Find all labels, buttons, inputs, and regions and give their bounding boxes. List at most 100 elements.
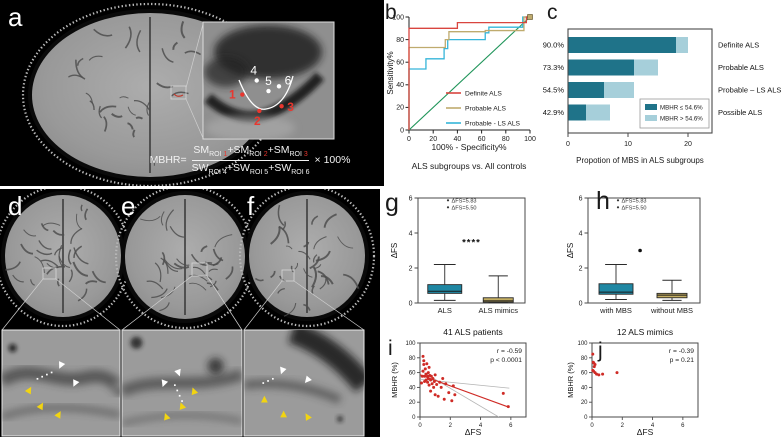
outlier-point [638,248,642,253]
roi-inset-image: 1 2 3 45 6 [202,21,335,140]
box-without-mbs [656,279,688,301]
svg-text:6: 6 [681,423,685,429]
dotted-line-dot [272,377,274,380]
roi-point-white-6 [276,84,282,89]
white-arrowhead [280,366,287,375]
zoom-box [191,262,208,277]
bar-mbhr-low-1 [568,59,634,76]
white-arrowhead [161,379,169,387]
svg-text:60: 60 [396,60,404,67]
dotted-line-dot [50,371,53,374]
outlier-marker [446,199,450,202]
roi-number-6: 6 [285,73,292,87]
bar-legend: MBHR ≤ 54.6% MBHR > 54.6% [639,98,710,129]
svg-text:4: 4 [409,230,413,237]
bar-mbhr-low-0 [568,37,676,53]
panel-label-g: g [385,189,399,217]
roi-boundary-curve [238,75,294,110]
panel-label-i: i [388,337,393,360]
yellow-arrowhead [280,410,287,418]
svg-text:0: 0 [418,423,422,429]
white-arrowhead [73,379,80,387]
panel-def-mri-swi [0,189,380,437]
roc-plot: 0 20 40 60 80 100 0 20 40 60 80 100 Sensitivity% 100%… [386,14,536,171]
bar-mbhr-high-1 [634,59,658,76]
dotted-line-dot [176,389,179,392]
roc-curve-probable-als [408,16,530,130]
stats-label: r = -0.59 [497,348,522,355]
plot-frame [587,197,701,304]
bar-mbhr-low-2 [568,82,604,98]
roc-curve-definite-als [408,16,530,130]
roi-number-5: 5 [265,74,272,88]
roi-number-4: 4 [250,64,257,78]
formula-denominator: SWROI 4+SWROI 5+SWROI 6 [191,161,310,176]
svg-text:0: 0 [584,415,588,421]
svg-text:20: 20 [409,400,416,406]
roi-number-3: 3 [287,100,294,114]
roi-zoom-box [170,85,187,100]
roc-caption: ALS subgroups vs. All controls [412,161,527,171]
svg-text:6: 6 [579,195,583,202]
yellow-arrowhead [36,402,44,411]
category-label: with MBS [599,306,632,315]
legend-label: Probable ALS [465,105,506,112]
panel-h-box-plot: 0 2 4 6 ΔFS ΔFS=5.83 ΔFS=5.50 with MBS without M… [560,186,784,337]
yellow-arrowhead [191,387,199,396]
roi-point-white-5 [266,88,271,94]
zoom-box [42,267,57,280]
svg-text:0: 0 [407,136,411,143]
roc-legend: Definite ALS Probable ALS Probable - LS AL… [446,90,521,127]
cortex-inset-d [1,329,121,437]
svg-text:100: 100 [577,341,588,347]
roi-number-2: 2 [254,114,261,128]
outlier-label: ΔFS=5.50 [452,205,477,211]
panel-g-box-plot: 0 2 4 6 ΔFS ΔFS=5.83 ΔFS=5.50 ALS ALS mimics **** [384,186,560,337]
inset-connector-line [55,278,121,331]
panel-label-h: h [596,187,610,215]
svg-text:2: 2 [621,423,625,429]
inset-connector-line [206,275,243,331]
panel-label-a: a [8,2,23,32]
roi-point-red-2 [257,108,262,114]
svg-text:2: 2 [449,423,453,429]
roi-point-red-3 [279,104,284,109]
svg-text:4: 4 [479,423,483,429]
dotted-line-dot [46,373,48,376]
inset-connector-line [121,275,193,331]
x-axis-label: ΔFS [465,427,482,437]
svg-text:60: 60 [478,136,486,143]
svg-text:80: 80 [581,356,588,362]
outlier-label: ΔFS=5.83 [622,198,647,204]
y-axis-label: Sensitivity% [386,51,395,94]
dotted-line-dot [36,377,39,380]
inset-connector-line [243,280,283,331]
yellow-arrowhead [54,411,61,419]
outlier-label: ΔFS=5.50 [622,205,647,211]
roi-number-1: 1 [229,88,236,102]
dotted-line-dot [41,375,44,378]
bar-mbhr-high-3 [586,104,610,121]
proportion-label: 73.3% [543,63,565,72]
svg-text:60: 60 [581,371,588,377]
brain-mri-image [238,189,376,328]
svg-text:10: 10 [624,141,632,148]
scatter-points [420,354,510,409]
brain-mri-image [0,189,132,328]
svg-text:20: 20 [684,141,692,148]
brain-mri-image [114,189,256,330]
panel-c-bar-chart: 90.0% Definite ALS 73.3% Probable ALS 54.5% P… [528,0,784,186]
legend-label: Definite ALS [465,90,502,97]
formula-lhs: MBHR= [149,154,187,166]
legend-label: Probable - LS ALS [465,120,521,127]
panel-def-drawing [0,189,376,437]
roi-point-white-4 [254,78,259,83]
yellow-arrowhead [24,386,32,395]
outlier-marker [446,206,450,209]
legend-label: MBHR ≤ 54.6% [660,105,703,112]
inset-connector-line [293,280,365,331]
stacked-bar-plot: 90.0% Definite ALS 73.3% Probable ALS 54.5% P… [543,28,781,165]
scatter-title: 12 ALS mimics [617,327,673,337]
